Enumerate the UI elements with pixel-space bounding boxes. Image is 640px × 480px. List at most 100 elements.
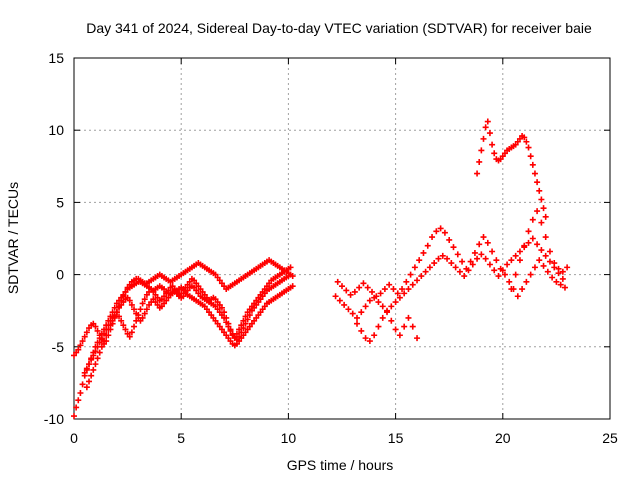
data-point <box>474 255 481 262</box>
data-point <box>133 310 140 317</box>
data-point <box>289 283 296 290</box>
data-point <box>439 252 446 259</box>
data-point <box>83 329 90 336</box>
data-point <box>444 255 451 262</box>
data-point <box>508 257 515 264</box>
data-point <box>431 260 438 267</box>
data-point <box>523 278 530 285</box>
x-tick-label: 5 <box>177 430 185 446</box>
data-point <box>433 228 440 235</box>
data-point <box>131 306 138 313</box>
data-point <box>422 268 429 275</box>
data-point <box>242 320 249 327</box>
data-point <box>377 290 384 297</box>
data-point <box>538 247 545 254</box>
y-tick-label: 15 <box>48 50 64 66</box>
data-point <box>109 317 116 324</box>
data-point <box>221 314 228 321</box>
axis-ticks <box>73 57 611 420</box>
data-point <box>86 361 93 368</box>
data-point <box>81 333 88 340</box>
data-point <box>459 258 466 265</box>
data-point <box>401 290 408 297</box>
data-point <box>418 273 425 280</box>
data-point <box>336 297 343 304</box>
x-axis-label: GPS time / hours <box>287 457 394 473</box>
data-point <box>531 170 538 177</box>
data-point <box>491 150 498 157</box>
data-point <box>538 196 545 203</box>
data-point <box>96 339 103 346</box>
data-point <box>538 219 545 226</box>
data-point <box>287 264 294 271</box>
data-point <box>240 325 247 332</box>
y-tick-label: -5 <box>52 339 65 355</box>
data-point <box>476 241 483 248</box>
y-tick-labels: -10 -5 0 5 10 15 <box>44 50 64 427</box>
data-point <box>534 241 541 248</box>
data-point <box>546 258 553 265</box>
data-point <box>139 300 146 307</box>
data-point <box>75 397 82 404</box>
data-point <box>366 297 373 304</box>
data-point <box>527 153 534 160</box>
data-point <box>126 297 133 304</box>
data-point <box>529 161 536 168</box>
data-point <box>478 147 485 154</box>
chart-title: Day 341 of 2024, Sidereal Day-to-day VTE… <box>86 20 592 36</box>
data-point <box>371 332 378 339</box>
series-trace-h <box>474 118 549 220</box>
data-point <box>390 286 397 293</box>
data-point <box>81 369 88 376</box>
y-tick-label: 5 <box>56 194 64 210</box>
data-point <box>420 249 427 256</box>
data-point <box>409 281 416 288</box>
data-point <box>414 277 421 284</box>
data-point <box>107 322 114 329</box>
data-point <box>452 264 459 271</box>
data-point <box>424 242 431 249</box>
data-point <box>83 365 90 372</box>
data-point <box>94 327 101 334</box>
x-tick-label: 0 <box>70 430 78 446</box>
data-point <box>128 301 135 308</box>
data-point <box>551 260 558 267</box>
data-point <box>559 275 566 282</box>
data-point <box>491 267 498 274</box>
data-point <box>529 235 536 242</box>
data-point <box>497 265 504 272</box>
data-point <box>544 268 551 275</box>
x-tick-labels: 0 5 10 15 20 25 <box>70 430 618 446</box>
data-point <box>83 384 90 391</box>
data-point <box>461 273 468 280</box>
data-point <box>516 248 523 255</box>
data-point <box>519 286 526 293</box>
data-point <box>75 346 82 353</box>
data-point <box>474 170 481 177</box>
plot-frame <box>73 57 611 420</box>
data-point <box>122 326 129 333</box>
data-point <box>347 291 354 298</box>
data-point <box>536 187 543 194</box>
data-point <box>495 273 502 280</box>
grid-lines <box>74 58 610 419</box>
series-trace-g <box>354 309 421 345</box>
data-point <box>343 287 350 294</box>
data-point <box>332 293 339 300</box>
data-point <box>375 299 382 306</box>
data-point <box>79 338 86 345</box>
data-point <box>369 288 376 295</box>
data-point <box>411 264 418 271</box>
x-tick-label: 10 <box>281 430 297 446</box>
data-point <box>536 257 543 264</box>
data-point <box>392 299 399 306</box>
data-point <box>426 264 433 271</box>
data-point <box>358 309 365 316</box>
data-point <box>493 257 500 264</box>
data-point <box>480 135 487 142</box>
data-point <box>143 306 150 313</box>
data-point <box>564 264 571 271</box>
data-point <box>409 323 416 330</box>
data-point <box>384 309 391 316</box>
